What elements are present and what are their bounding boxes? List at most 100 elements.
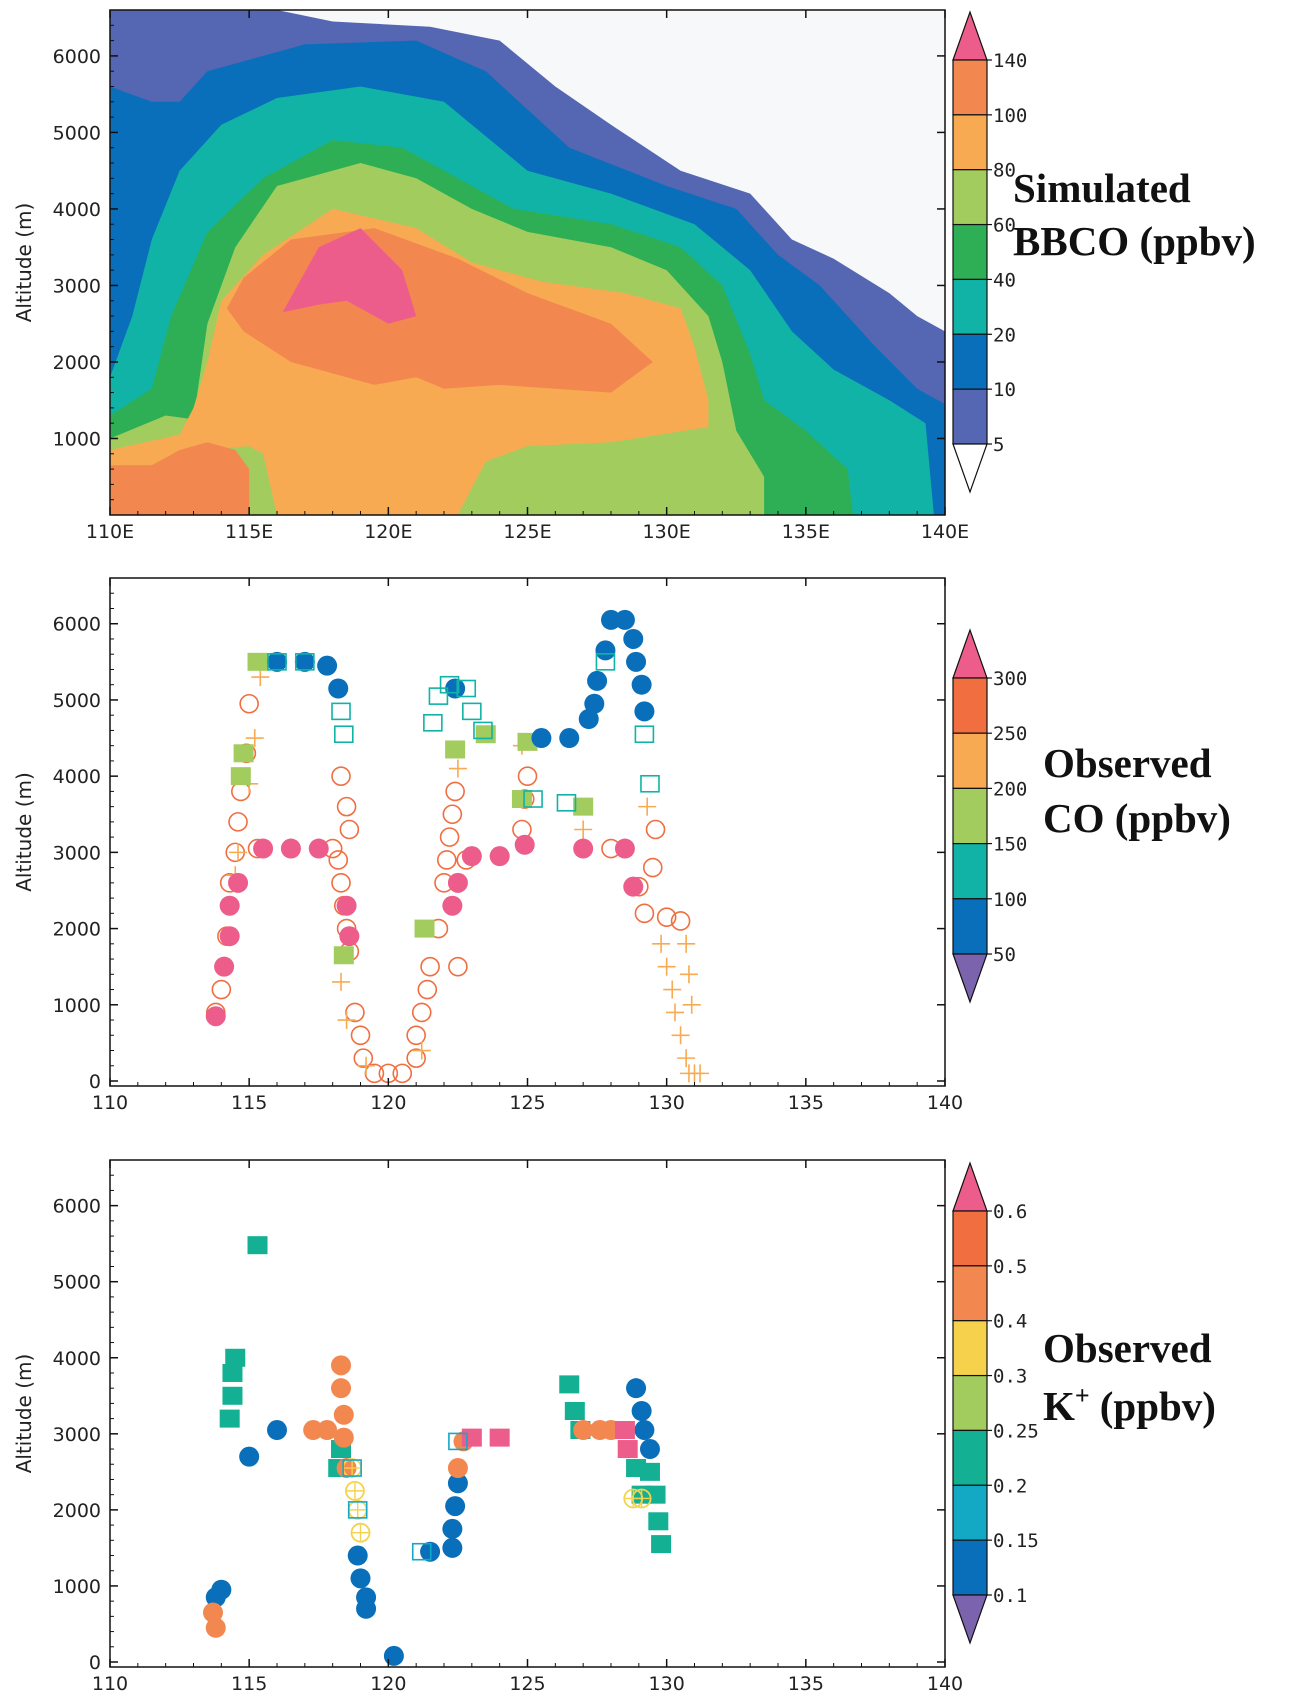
data-point-cross [671, 1026, 690, 1045]
data-point-filled-circle [333, 1427, 354, 1448]
data-point-open-square [439, 675, 460, 694]
data-point-filled-square [445, 740, 466, 759]
data-point-filled-circle [442, 1537, 463, 1558]
data-point-open-square [456, 679, 477, 698]
data-point-filled-circle [202, 1602, 223, 1623]
panel-simulated-bbco: 110E 115E 120E 125E 130E 135E 140E 1000 2000 3000… [12, 9, 1256, 543]
data-point-filled-circle [626, 651, 647, 672]
data-point-filled-circle [328, 678, 349, 699]
colorbar-box [952, 1265, 988, 1322]
data-point-filled-circle [639, 1439, 660, 1460]
data-point-filled-square [247, 652, 268, 671]
data-point-filled-circle [253, 838, 274, 859]
data-point-ring [448, 956, 468, 977]
y-tick-label: 5000 [53, 1272, 101, 1294]
data-point-ring [442, 804, 463, 825]
x-tick-label: 125E [503, 521, 551, 543]
data-point-filled-square [651, 1535, 672, 1554]
data-point-filled-circle [347, 1545, 368, 1566]
data-point-filled-circle [442, 1518, 463, 1539]
x-tick-label: 130E [643, 521, 691, 543]
y-tick-label: 1000 [53, 428, 101, 450]
data-point-filled-circle [461, 846, 482, 867]
data-point-ring [445, 781, 465, 802]
data-point-filled-circle [614, 609, 635, 630]
colorbar-label: 0.2 [993, 1475, 1027, 1497]
data-point-filled-circle [339, 926, 360, 947]
data-point-ring [211, 979, 232, 1000]
data-point-filled-circle [559, 728, 580, 749]
colorbar-label: 0.1 [993, 1585, 1027, 1607]
data-point-filled-square [645, 1485, 666, 1504]
data-point-cross [337, 1011, 356, 1030]
data-point-filled-square [511, 790, 532, 809]
colorbar-label: 140 [993, 50, 1027, 72]
data-point-open-square [640, 774, 660, 793]
colorbar-box [952, 114, 988, 171]
colorbar-label: 150 [993, 834, 1027, 856]
panel-title-line-1: Observed [1043, 1325, 1212, 1371]
data-point-open-square [333, 725, 354, 744]
x-tick-label: 135 [788, 1673, 824, 1695]
x-tick-label: 115E [225, 521, 273, 543]
contour-band-140 [282, 228, 417, 324]
data-point-filled-circle [631, 1401, 652, 1421]
data-point-filled-circle [280, 838, 301, 859]
data-point-cross [663, 980, 682, 999]
colorbar-top-triangle [952, 10, 988, 61]
data-point-ring [642, 857, 663, 878]
colorbar-box [952, 223, 988, 281]
colorbar-label: 0.5 [993, 1256, 1027, 1278]
colorbar-bottom-triangle [952, 953, 988, 1004]
data-point-ring-cross [345, 1480, 365, 1501]
y-tick-label: 3000 [53, 842, 101, 864]
data-point-open-square [523, 790, 543, 808]
x-tick-label: 140 [927, 1092, 963, 1114]
colorbar-label: 5 [993, 434, 1004, 456]
data-point-open-square [634, 725, 655, 744]
data-point-cross [229, 843, 248, 862]
y-axis-label: Altitude (m) [12, 1354, 36, 1474]
data-point-open-square [462, 702, 482, 721]
colorbar-label: 100 [993, 889, 1027, 911]
x-tick-label: 130 [649, 1092, 685, 1114]
data-point-filled-circle [614, 838, 635, 859]
data-point-filled-square [489, 1428, 510, 1447]
x-tick-label: 120 [370, 1673, 406, 1695]
data-point-open-square [448, 1432, 468, 1451]
data-point-filled-square [639, 1462, 660, 1481]
colorbar-label: 0.6 [993, 1201, 1027, 1223]
colorbar-label: 80 [993, 160, 1016, 182]
data-point-open-square [295, 653, 315, 671]
data-point-cross [574, 820, 593, 839]
colorbar-box [952, 677, 988, 734]
data-point-filled-circle [584, 693, 605, 714]
data-point-open-square [347, 1501, 368, 1519]
y-axis-label: Altitude (m) [12, 203, 36, 323]
colorbar-label: 20 [993, 324, 1016, 346]
data-point-filled-square [222, 1363, 243, 1382]
x-tick-label: 120 [370, 1092, 406, 1114]
colorbar-label: 100 [993, 105, 1027, 127]
data-point-filled-circle [317, 655, 338, 676]
data-point-filled-circle [514, 834, 535, 855]
plot-background [110, 578, 945, 1086]
plot-area [110, 10, 945, 515]
data-point-filled-circle [531, 728, 552, 749]
y-tick-label: 4000 [53, 1348, 101, 1370]
data-point-filled-circle [239, 1446, 260, 1467]
x-tick-label: 140E [921, 521, 969, 543]
data-point-filled-circle [578, 708, 599, 729]
data-point-open-square [428, 687, 449, 705]
colorbar-label: 0.4 [993, 1311, 1027, 1333]
colorbar-box [952, 59, 988, 116]
data-point-ring [336, 796, 357, 817]
data-point-open-square [423, 714, 443, 732]
data-point-filled-circle [350, 1568, 371, 1589]
data-point-filled-circle [219, 895, 240, 916]
x-tick-label: 125 [509, 1673, 545, 1695]
species-name: K [1043, 1383, 1075, 1429]
data-point-filled-square [225, 1348, 246, 1367]
data-point-filled-circle [447, 872, 468, 893]
data-point-filled-square [222, 1386, 243, 1405]
